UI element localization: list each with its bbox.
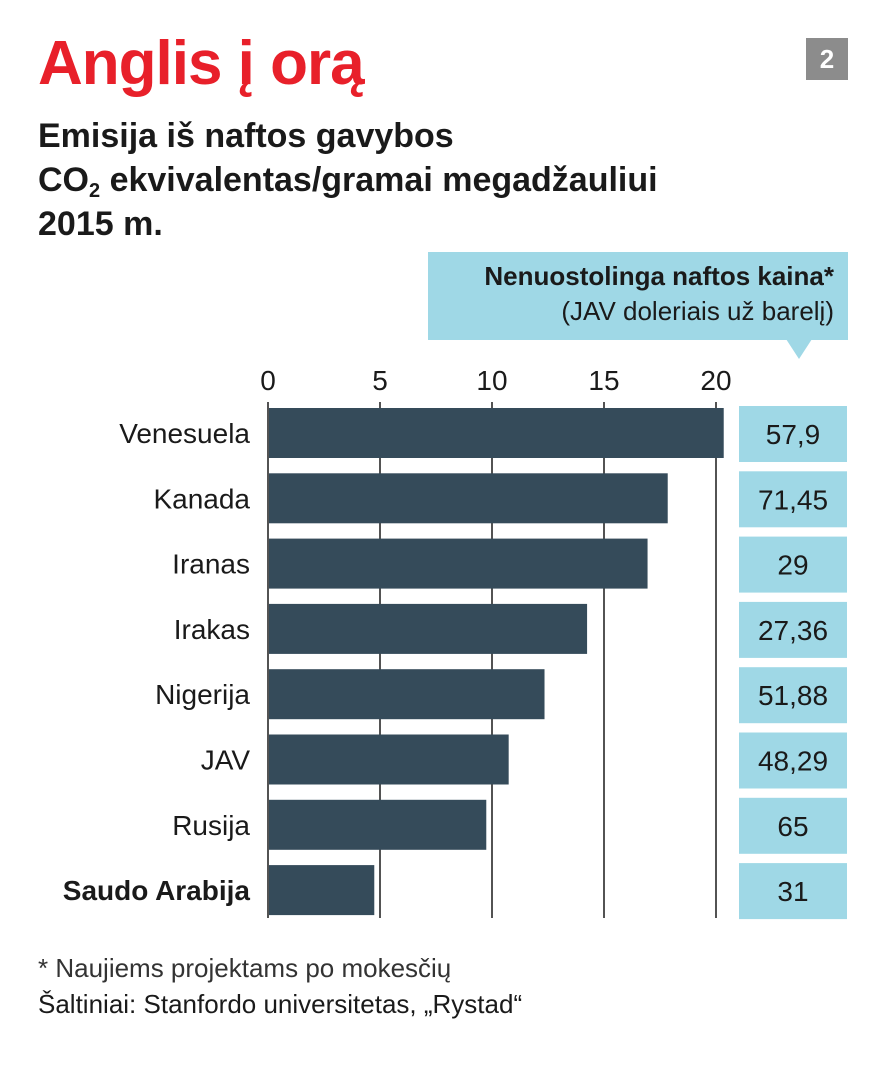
price-header-unit: (JAV doleriais už barelį) [561, 296, 834, 326]
price-value: 48,29 [758, 746, 828, 777]
bar [269, 669, 545, 720]
category-label: Rusija [172, 810, 250, 841]
price-value: 27,36 [758, 615, 828, 646]
price-value: 31 [777, 876, 808, 907]
price-value: 65 [777, 811, 808, 842]
price-box [739, 667, 847, 724]
price-value: 51,88 [758, 680, 828, 711]
subtitle-line-3: 2015 m. [38, 205, 163, 243]
subtitle-co-prefix: CO [38, 161, 89, 199]
price-box [739, 732, 847, 789]
bar-chart: 0 5 10 15 20 Venesuela 57,9 Kanada 71,45 Iranas 29… [63, 365, 847, 920]
footnote: * Naujiems projektams po mokesčių Šaltin… [38, 950, 522, 1022]
chart-subtitle: Emisija iš naftos gavybos CO2 ekvivalent… [38, 114, 658, 246]
category-label: JAV [201, 745, 251, 776]
page-number-badge: 2 [806, 38, 848, 80]
bar [269, 799, 487, 850]
price-column-header: Nenuostolinga naftos kaina* (JAV doleria… [428, 252, 848, 340]
price-box [739, 863, 847, 920]
price-header-title: Nenuostolinga naftos kaina* [484, 261, 834, 291]
price-header-pointer [786, 339, 812, 359]
category-label: Irakas [174, 614, 250, 645]
price-box [739, 797, 847, 854]
category-label: Iranas [172, 549, 250, 580]
category-label: Venesuela [119, 418, 250, 449]
bar [269, 734, 509, 785]
x-tick-label: 0 [260, 365, 276, 396]
bar [269, 603, 588, 654]
bar [269, 473, 668, 524]
bar [269, 408, 724, 458]
subtitle-line-2: CO2 ekvivalentas/gramai megadžauliui [38, 158, 658, 202]
bar [269, 865, 375, 916]
x-tick-label: 20 [700, 365, 731, 396]
bar [269, 538, 648, 589]
price-value: 71,45 [758, 484, 828, 515]
price-box [739, 536, 847, 593]
category-label: Kanada [153, 483, 250, 514]
subtitle-unit: ekvivalentas/gramai megadžauliui [100, 161, 658, 199]
price-value: 29 [777, 550, 808, 581]
chart-title: Anglis į orą [38, 29, 365, 98]
price-box [739, 601, 847, 658]
price-box [739, 406, 847, 462]
price-value: 57,9 [766, 419, 821, 450]
price-box [739, 471, 847, 528]
x-tick-label: 5 [372, 365, 388, 396]
x-tick-label: 15 [588, 365, 619, 396]
footnote-source: Šaltiniai: Stanfordo universitetas, „Rys… [38, 989, 523, 1019]
subtitle-line-1: Emisija iš naftos gavybos [38, 117, 454, 155]
subtitle-co-subscript: 2 [89, 180, 101, 202]
category-label: Saudo Arabija [63, 875, 251, 906]
category-label: Nigerija [155, 679, 250, 710]
x-tick-label: 10 [476, 365, 507, 396]
footnote-note: * Naujiems projektams po mokesčių [38, 953, 452, 983]
